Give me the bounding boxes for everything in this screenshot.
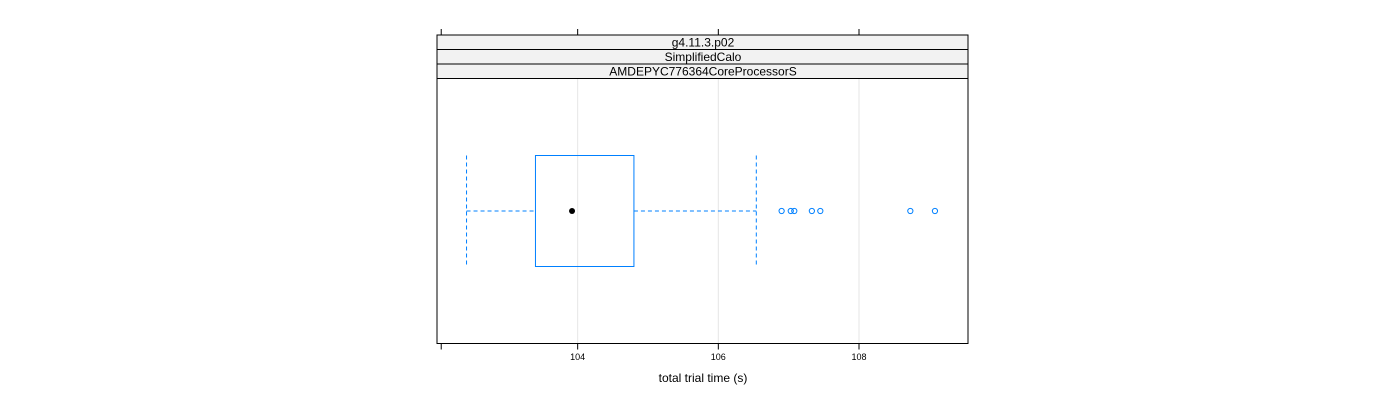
plot-panel (436, 78, 969, 344)
tick-label: 108 (851, 352, 866, 362)
tick-labels: 104 106 108 (570, 352, 866, 362)
iqr-box (534, 155, 635, 267)
outliers (778, 207, 939, 215)
bottom-axis-ticks (440, 343, 860, 350)
strip-2: SimplifiedCalo (436, 49, 969, 65)
outlier-point (931, 207, 939, 215)
outlier-point (808, 207, 815, 215)
strip-2-label: SimplifiedCalo (665, 50, 742, 64)
tick-label: 106 (711, 352, 726, 362)
top-axis-ticks (440, 29, 860, 35)
outlier-point (907, 207, 914, 215)
tick-label: 104 (570, 352, 585, 362)
strip-1: g4.11.3.p02 (436, 34, 969, 50)
outlier-point (787, 207, 794, 215)
strip-3: AMDEPYC776364CoreProcessorS (436, 63, 969, 79)
strip-1-label: g4.11.3.p02 (672, 36, 735, 50)
strip-3-label: AMDEPYC776364CoreProcessorS (609, 65, 796, 79)
median-dot (569, 208, 576, 214)
outlier-point (817, 207, 824, 215)
x-axis-title: total trial time (s) (659, 371, 748, 385)
outlier-point (791, 207, 798, 215)
boxplot (466, 155, 757, 267)
outlier-point (778, 207, 785, 215)
